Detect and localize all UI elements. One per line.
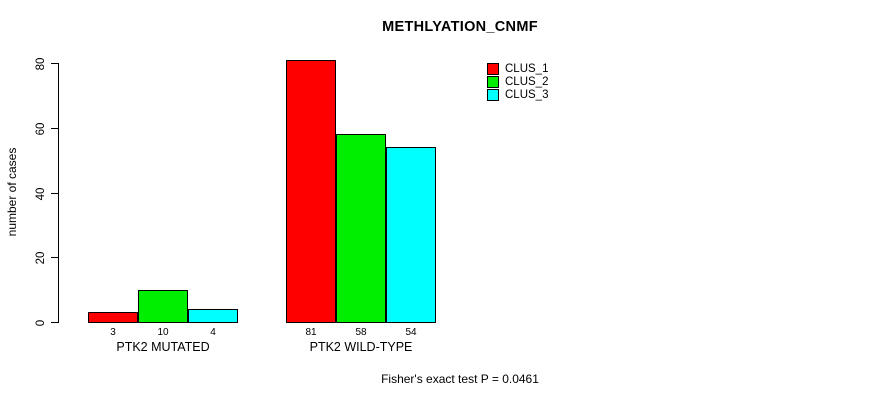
bar-clus-2-ptk2-mutated xyxy=(138,290,188,323)
y-tick-label-0: 0 xyxy=(35,319,47,326)
bar-value-clus-3-ptk2-mutated: 4 xyxy=(210,327,216,338)
group-label-ptk2-wild-type: PTK2 WILD-TYPE xyxy=(309,340,413,354)
y-tick-0 xyxy=(51,322,58,323)
legend-swatch-clus-3 xyxy=(487,89,499,101)
bar-value-clus-1-ptk2-wild-type: 81 xyxy=(305,327,317,338)
legend-swatch-clus-1 xyxy=(487,63,499,75)
bar-value-clus-3-ptk2-wild-type: 54 xyxy=(405,327,417,338)
y-tick-label-80: 80 xyxy=(35,57,47,70)
bar-value-clus-1-ptk2-mutated: 3 xyxy=(110,327,116,338)
chart-title: METHLYATION_CNMF xyxy=(382,19,538,35)
y-tick-label-20: 20 xyxy=(35,251,47,264)
legend-item-clus-1: CLUS_1 xyxy=(487,63,548,75)
y-tick-80 xyxy=(51,63,58,64)
bar-clus-1-ptk2-wild-type xyxy=(286,60,336,323)
legend-label-clus-2: CLUS_2 xyxy=(505,76,549,88)
legend-swatch-clus-2 xyxy=(487,76,499,88)
y-axis-label-text: number of cases xyxy=(5,147,19,237)
bar-clus-1-ptk2-mutated xyxy=(88,312,138,323)
y-tick-40 xyxy=(51,193,58,194)
legend-label-clus-1: CLUS_1 xyxy=(505,63,549,75)
legend: CLUS_1 CLUS_2 CLUS_3 xyxy=(487,63,548,102)
y-tick-20 xyxy=(51,257,58,258)
legend-item-clus-3: CLUS_3 xyxy=(487,89,548,101)
fisher-test-annotation: Fisher's exact test P = 0.0461 xyxy=(381,372,539,386)
bar-clus-3-ptk2-wild-type xyxy=(386,147,436,323)
y-tick-label-40: 40 xyxy=(35,187,47,200)
y-tick-60 xyxy=(51,128,58,129)
bar-value-clus-2-ptk2-wild-type: 58 xyxy=(355,327,367,338)
bar-clus-2-ptk2-wild-type xyxy=(336,134,386,323)
y-tick-label-60: 60 xyxy=(35,122,47,135)
y-axis-line xyxy=(58,63,59,323)
legend-item-clus-2: CLUS_2 xyxy=(487,76,548,88)
bar-clus-3-ptk2-mutated xyxy=(188,309,238,323)
bar-value-clus-2-ptk2-mutated: 10 xyxy=(157,327,169,338)
group-label-ptk2-mutated: PTK2 MUTATED xyxy=(116,340,210,354)
legend-label-clus-3: CLUS_3 xyxy=(505,89,549,101)
